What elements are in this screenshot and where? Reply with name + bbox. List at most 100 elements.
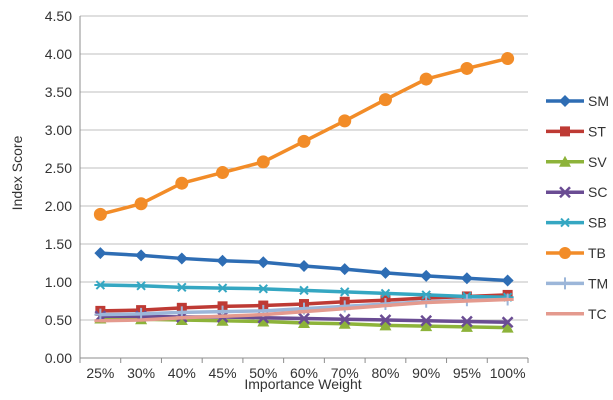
data-point-sm [460, 272, 473, 285]
data-point-sm [216, 254, 229, 267]
y-tick-label: 0.50 [45, 312, 72, 328]
data-point-tm [135, 307, 148, 320]
data-point-sv [379, 319, 392, 331]
x-tick-label: 80% [371, 365, 399, 381]
y-axis-label: Index Score [9, 135, 25, 210]
data-point-tb [338, 114, 352, 128]
data-point-sv [257, 315, 270, 327]
series-sm [94, 247, 514, 287]
data-point-sb [94, 280, 107, 290]
data-point-sv [460, 320, 473, 332]
legend-entry-sb: SB [546, 215, 607, 231]
data-point-sm [94, 247, 107, 260]
data-point-tb [501, 52, 515, 66]
data-point-sc [338, 313, 351, 326]
legend-label-tc: TC [588, 306, 607, 322]
legend-entry-sv: SV [546, 154, 607, 170]
data-point-sc [461, 315, 473, 328]
data-point-sc [420, 314, 433, 327]
series-lines [93, 52, 515, 333]
legend-entry-sc: SC [546, 184, 607, 200]
legend-marker-st [560, 126, 570, 137]
y-tick-label: 4.50 [45, 8, 72, 24]
data-point-sm [257, 256, 270, 269]
legend-label-sv: SV [588, 154, 607, 170]
y-tick-label: 3.00 [45, 122, 72, 138]
series-sb [94, 280, 514, 302]
data-point-sb [298, 285, 310, 296]
legend-label-tb: TB [588, 245, 606, 261]
y-tick-label: 2.50 [45, 160, 72, 176]
axes: 0.00 0.50 1.00 1.50 2.00 2.50 3.00 3.50 4.00 4.50… [45, 8, 529, 381]
data-point-sb [135, 281, 148, 291]
data-point-sm [298, 260, 310, 273]
data-point-sv [338, 317, 351, 329]
grid-lines [80, 15, 528, 321]
data-point-tm [94, 308, 107, 321]
legend-entry-tb: TB [546, 245, 606, 261]
legend-marker-sb [559, 217, 571, 228]
data-point-tb [134, 197, 148, 211]
legend-label-sc: SC [588, 184, 607, 200]
data-point-tb [93, 207, 107, 221]
legend-entry-st: ST [546, 123, 606, 139]
data-point-sb [175, 282, 188, 293]
x-tick-label: 25% [86, 365, 114, 381]
data-point-sv [420, 320, 433, 332]
legend-marker-sc [559, 186, 571, 199]
x-tick-label: 30% [127, 365, 155, 381]
x-tick-label: 40% [168, 365, 196, 381]
x-tick-label: 95% [453, 365, 481, 381]
legend-label-tm: TM [588, 275, 608, 291]
series-tc [94, 297, 514, 323]
x-tick-label: 70% [331, 365, 359, 381]
data-point-tb [460, 61, 474, 75]
data-point-sm [379, 266, 392, 279]
x-tick-label: 60% [290, 365, 318, 381]
legend-entry-tm: TM [546, 275, 608, 291]
x-tick-label: 50% [249, 365, 277, 381]
legend: SM ST SV SC SB TB TM TC [546, 93, 609, 322]
legend-marker-sv [559, 155, 571, 167]
legend-entry-sm: SM [546, 93, 609, 109]
legend-marker-tm [559, 277, 571, 290]
data-point-sm [338, 263, 351, 276]
legend-marker-sm [559, 95, 571, 107]
data-point-tb [216, 166, 230, 180]
x-tick-label: 90% [412, 365, 440, 381]
legend-label-st: ST [588, 123, 606, 139]
y-tick-label: 0.00 [45, 350, 72, 366]
data-point-tb [297, 134, 311, 148]
data-point-sb [420, 290, 433, 300]
data-point-sc [298, 312, 310, 325]
data-point-sc [379, 314, 392, 326]
legend-entry-tc: TC [546, 306, 607, 322]
data-point-sm [135, 249, 148, 262]
data-point-sb [379, 288, 392, 299]
series-tb [93, 52, 515, 221]
y-tick-label: 2.00 [45, 198, 72, 214]
y-tick-label: 3.50 [45, 84, 72, 100]
data-point-tb [256, 155, 270, 169]
legend-label-sm: SM [588, 93, 609, 109]
data-point-tb [419, 72, 433, 86]
data-point-sb [338, 287, 351, 297]
data-point-sv [298, 317, 310, 329]
data-point-sm [420, 269, 433, 282]
data-point-tb [378, 93, 392, 107]
legend-marker-tb [559, 247, 571, 259]
y-tick-label: 1.00 [45, 274, 72, 290]
y-tick-label: 1.50 [45, 236, 72, 252]
data-point-sb [216, 283, 229, 293]
data-point-sc [501, 316, 514, 329]
data-point-sv [175, 314, 188, 325]
data-point-sb [257, 284, 270, 294]
data-point-sm [501, 274, 514, 287]
data-point-tb [175, 176, 189, 190]
x-axis-label: Importance Weight [244, 376, 361, 392]
data-point-sv [501, 321, 514, 333]
x-tick-label: 45% [209, 365, 237, 381]
legend-label-sb: SB [588, 215, 607, 231]
